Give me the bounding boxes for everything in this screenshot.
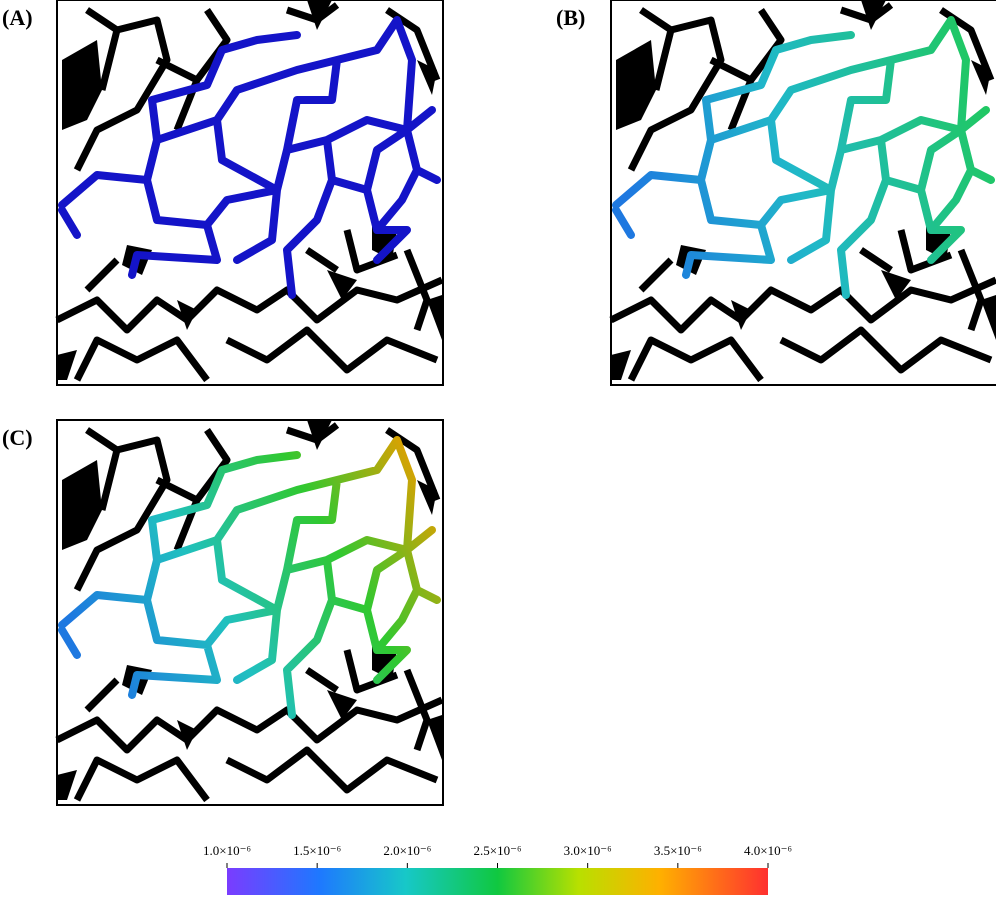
colorbar-tick-label: 1.5×10⁻⁶ — [293, 843, 341, 858]
colorbar-tick-label: 2.0×10⁻⁶ — [383, 843, 431, 858]
solid-grains — [57, 420, 442, 800]
flow-network — [62, 440, 437, 715]
solid-grains — [611, 0, 996, 380]
colorbar-tick-label: 2.5×10⁻⁶ — [474, 843, 522, 858]
pore-image — [56, 0, 444, 386]
panel-label: (A) — [2, 5, 33, 30]
panel-label: (C) — [2, 425, 33, 450]
panel-frame — [610, 0, 996, 386]
pore-image — [56, 419, 444, 806]
colorbar — [227, 868, 768, 895]
panel-frame — [56, 0, 444, 386]
panel-label: (B) — [556, 5, 585, 30]
flow-network — [62, 20, 437, 295]
panel-frame — [56, 419, 444, 806]
flow-network — [616, 20, 991, 295]
pore-image — [610, 0, 996, 386]
colorbar-tick-label: 3.5×10⁻⁶ — [654, 843, 702, 858]
colorbar-tick-label: 1.0×10⁻⁶ — [203, 843, 251, 858]
colorbar-tick-label: 3.0×10⁻⁶ — [564, 843, 612, 858]
colorbar-tick-label: 4.0×10⁻⁶ — [744, 843, 792, 858]
solid-grains — [57, 0, 442, 380]
